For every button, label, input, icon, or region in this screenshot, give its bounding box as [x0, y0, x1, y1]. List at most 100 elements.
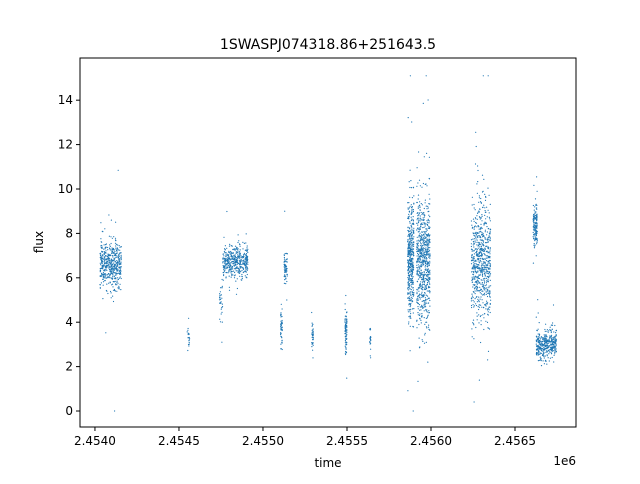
data-point: [428, 312, 430, 314]
data-point: [107, 262, 109, 264]
data-point: [484, 199, 487, 201]
data-point: [110, 273, 112, 275]
data-point: [421, 186, 423, 188]
data-point: [540, 357, 542, 359]
data-point: [533, 209, 535, 211]
data-point: [99, 275, 102, 277]
data-point: [473, 234, 475, 236]
data-point: [423, 219, 425, 222]
data-point: [117, 257, 119, 259]
data-point: [487, 266, 489, 268]
data-point: [480, 242, 482, 244]
data-point: [533, 226, 535, 228]
data-point: [484, 268, 486, 270]
data-point: [426, 275, 428, 278]
data-point: [99, 252, 101, 255]
data-point: [103, 277, 106, 279]
data-point: [107, 256, 109, 258]
data-point: [114, 290, 116, 292]
data-point: [106, 276, 108, 278]
data-point: [230, 276, 232, 278]
data-point: [408, 207, 411, 209]
data-point: [419, 252, 421, 254]
data-point: [473, 228, 475, 230]
data-point: [112, 259, 114, 261]
data-point: [476, 258, 478, 260]
data-point: [472, 265, 474, 267]
data-point: [428, 227, 431, 230]
data-point: [235, 280, 237, 282]
data-point: [234, 263, 236, 265]
data-point: [489, 311, 491, 314]
data-point: [480, 293, 482, 295]
data-point: [545, 338, 547, 340]
data-point: [233, 260, 235, 262]
data-point: [540, 349, 542, 352]
data-point: [474, 284, 476, 286]
data-point: [113, 248, 115, 251]
data-point: [412, 255, 415, 257]
data-point: [344, 308, 346, 311]
data-point: [473, 268, 475, 270]
data-point: [486, 250, 488, 252]
data-point: [239, 261, 241, 263]
data-point: [408, 263, 410, 265]
data-point: [283, 275, 285, 277]
data-point: [116, 269, 119, 271]
data-point: [480, 250, 482, 252]
data-point: [481, 265, 483, 267]
data-point: [535, 223, 537, 225]
data-point: [409, 75, 411, 77]
data-point: [344, 327, 346, 329]
data-point: [423, 264, 425, 266]
data-point: [286, 268, 288, 270]
data-point: [428, 278, 430, 280]
data-point: [423, 271, 425, 273]
data-point: [281, 341, 283, 343]
data-point: [426, 273, 428, 275]
data-point: [242, 257, 244, 259]
data-point: [422, 289, 424, 291]
data-point: [240, 263, 242, 266]
data-point: [552, 304, 555, 306]
data-point: [423, 231, 426, 233]
data-point: [474, 262, 476, 264]
data-point: [369, 355, 371, 357]
data-point: [281, 308, 283, 310]
data-point: [407, 247, 409, 249]
data-point: [420, 316, 423, 318]
data-point: [237, 262, 239, 264]
data-point: [113, 258, 115, 260]
data-point: [408, 284, 410, 286]
data-point: [246, 267, 248, 269]
data-point: [548, 349, 550, 351]
data-point: [484, 253, 486, 255]
data-point: [188, 345, 190, 347]
data-point: [471, 271, 473, 273]
data-point: [481, 299, 483, 301]
data-point: [237, 261, 239, 263]
data-point: [477, 298, 479, 300]
data-point: [423, 240, 425, 242]
data-point: [533, 219, 536, 221]
data-point: [426, 270, 429, 272]
data-point: [407, 202, 409, 204]
data-point: [410, 239, 412, 241]
data-point: [412, 263, 414, 265]
data-point: [425, 277, 427, 280]
data-point: [427, 99, 429, 101]
data-point: [477, 306, 479, 308]
data-point: [416, 272, 418, 274]
data-point: [551, 334, 553, 336]
data-point: [480, 251, 482, 253]
data-point: [536, 243, 538, 245]
data-point: [103, 274, 105, 276]
data-point: [478, 211, 480, 213]
data-point: [424, 275, 426, 277]
data-point: [416, 262, 418, 264]
data-point: [424, 334, 426, 336]
data-point: [485, 287, 487, 289]
data-point: [120, 246, 122, 248]
data-point: [228, 258, 230, 260]
data-point: [225, 255, 227, 257]
